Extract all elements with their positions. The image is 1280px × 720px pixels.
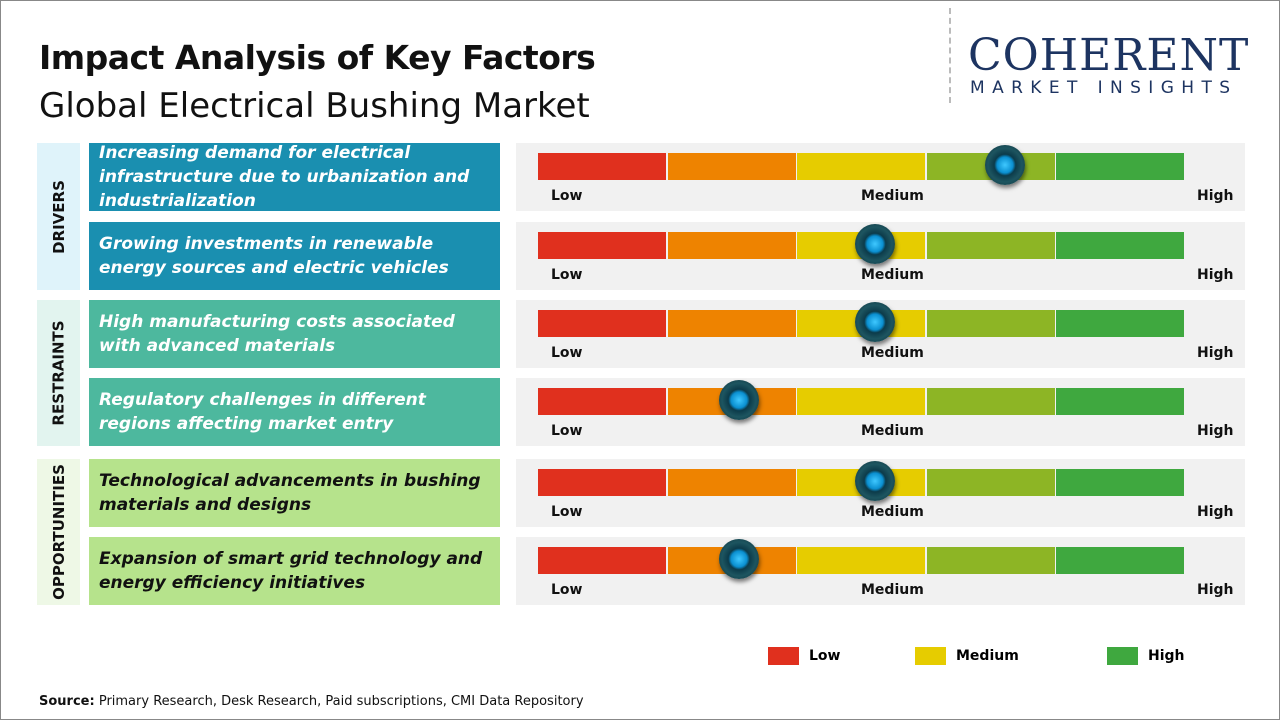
gauge-segment [797,547,926,574]
gauge-segment [797,153,926,180]
gauge-segment [797,388,926,415]
scale-label-low: Low [551,504,583,520]
gauge-segment [538,153,666,180]
gauge-segment [667,232,796,259]
scale-label-medium: Medium [861,188,924,204]
gauge-knob [854,461,895,501]
scale-label-high: High [1197,345,1234,361]
source-label: Source: [39,694,95,709]
gauge-segment [538,469,666,496]
scale-label-low: Low [551,345,583,361]
category-label: RESTRAINTS [49,320,68,426]
scale-label-medium: Medium [861,582,924,598]
category-label: DRIVERS [49,179,68,254]
gauge-knob [718,380,759,420]
gauge-panel: Low Medium High [516,300,1245,368]
gauge-segment [667,469,796,496]
category-restraints: RESTRAINTS [37,300,80,446]
scale-label-high: High [1197,582,1234,598]
category-opportunities: OPPORTUNITIES [37,459,80,605]
source-note: Source: Primary Research, Desk Research,… [39,694,584,709]
scale-label-high: High [1197,267,1234,283]
factor-text: Regulatory challenges in different regio… [89,378,500,446]
gauge-knob [854,224,895,264]
gauge-segment [667,153,796,180]
gauge-panel: Low Medium High [516,537,1245,605]
source-text: Primary Research, Desk Research, Paid su… [98,694,584,709]
scale-label-high: High [1197,423,1234,439]
legend-label: Low [809,648,841,664]
gauge-segment [1056,310,1185,337]
gauge-knob [718,539,759,579]
gauge-segment [1056,388,1185,415]
logo: COHERENT [968,30,1250,81]
gauge-segment [926,388,1055,415]
page-title: Impact Analysis of Key Factors [39,38,596,77]
scale-label-low: Low [551,188,583,204]
scale-label-medium: Medium [861,423,924,439]
legend-item-high: High [1107,647,1185,665]
gauge-segment [1056,469,1185,496]
legend-item-low: Low [768,647,840,665]
gauge-knob [854,302,895,342]
gauge-segment [926,547,1055,574]
legend-label: Medium [956,648,1019,664]
gauge-panel: Low Medium High [516,378,1245,446]
gauge-segment [538,388,666,415]
scale-label-high: High [1197,504,1234,520]
gauge-segment [667,310,796,337]
gauge-segment [538,547,666,574]
gauge-segment [926,469,1055,496]
legend-label: High [1148,648,1185,664]
gauge-segment [1056,547,1185,574]
gauge-panel: Low Medium High [516,143,1245,211]
gauge-segment [926,310,1055,337]
factor-text: Technological advancements in bushing ma… [89,459,500,527]
legend-item-medium: Medium [915,647,1019,665]
gauge-segment [538,310,666,337]
factor-text: High manufacturing costs associated with… [89,300,500,368]
gauge-segment [538,232,666,259]
factor-text: Growing investments in renewable energy … [89,222,500,290]
gauge-segment [1056,153,1185,180]
legend-swatch [768,647,799,665]
divider [949,8,951,103]
page-subtitle: Global Electrical Bushing Market [39,86,590,126]
gauge-knob [984,145,1025,185]
scale-label-low: Low [551,423,583,439]
gauge-segment [1056,232,1185,259]
scale-label-medium: Medium [861,267,924,283]
scale-label-low: Low [551,267,583,283]
category-label: OPPORTUNITIES [49,464,68,600]
scale-label-medium: Medium [861,345,924,361]
scale-label-low: Low [551,582,583,598]
logo-tagline: MARKET INSIGHTS [970,78,1238,98]
legend-swatch [1107,647,1138,665]
gauge-panel: Low Medium High [516,459,1245,527]
scale-label-high: High [1197,188,1234,204]
legend-swatch [915,647,946,665]
factor-text: Increasing demand for electrical infrast… [89,143,500,211]
gauge-panel: Low Medium High [516,222,1245,290]
category-drivers: DRIVERS [37,143,80,290]
scale-label-medium: Medium [861,504,924,520]
gauge-segment [926,232,1055,259]
factor-text: Expansion of smart grid technology and e… [89,537,500,605]
